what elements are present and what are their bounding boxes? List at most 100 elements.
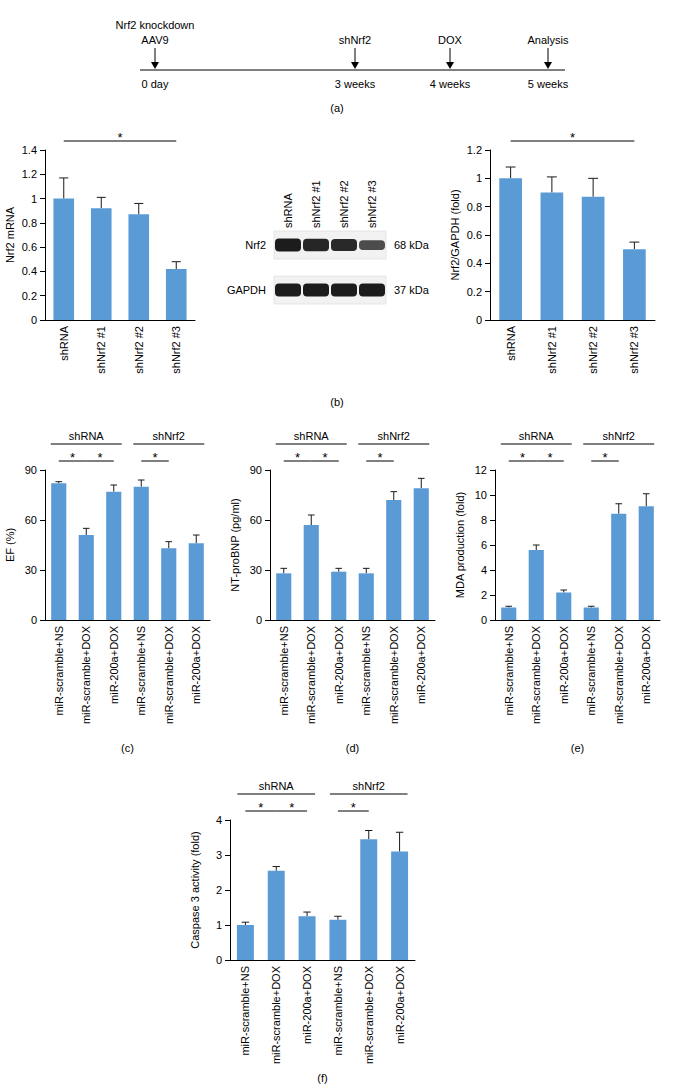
svg-text:(c): (c) bbox=[121, 742, 134, 754]
svg-text:0: 0 bbox=[256, 614, 262, 626]
svg-text:miR-scramble+NS: miR-scramble+NS bbox=[278, 626, 290, 716]
svg-text:*: * bbox=[520, 450, 525, 465]
svg-text:miR-200a+DOX: miR-200a+DOX bbox=[333, 625, 345, 704]
svg-text:1.2: 1.2 bbox=[22, 168, 37, 180]
svg-text:0: 0 bbox=[216, 954, 222, 966]
svg-text:miR-scramble+DOX: miR-scramble+DOX bbox=[80, 625, 92, 724]
svg-text:90: 90 bbox=[25, 464, 37, 476]
svg-text:0 day: 0 day bbox=[142, 78, 169, 90]
svg-text:miR-scramble+DOX: miR-scramble+DOX bbox=[363, 965, 375, 1064]
svg-text:68 kDa: 68 kDa bbox=[394, 239, 430, 251]
svg-text:0: 0 bbox=[476, 314, 482, 326]
svg-text:*: * bbox=[258, 800, 263, 815]
svg-text:(a): (a) bbox=[330, 102, 343, 114]
svg-text:shNrf2 #2: shNrf2 #2 bbox=[338, 180, 350, 228]
svg-text:3: 3 bbox=[216, 849, 222, 861]
svg-text:Nrf2 knockdown: Nrf2 knockdown bbox=[116, 19, 195, 31]
svg-text:*: * bbox=[295, 450, 300, 465]
svg-text:4: 4 bbox=[481, 564, 487, 576]
svg-text:12: 12 bbox=[475, 464, 487, 476]
svg-text:5 weeks: 5 weeks bbox=[528, 78, 569, 90]
svg-text:shRNA: shRNA bbox=[58, 325, 70, 361]
svg-text:*: * bbox=[547, 450, 552, 465]
svg-text:60: 60 bbox=[25, 514, 37, 526]
svg-text:DOX: DOX bbox=[438, 34, 463, 46]
svg-text:1: 1 bbox=[216, 919, 222, 931]
svg-text:shRNA: shRNA bbox=[505, 325, 517, 361]
svg-text:0.8: 0.8 bbox=[467, 201, 482, 213]
svg-text:miR-scramble+NS: miR-scramble+NS bbox=[135, 626, 147, 716]
svg-text:4 weeks: 4 weeks bbox=[430, 78, 471, 90]
svg-text:shNrf2: shNrf2 bbox=[603, 430, 635, 442]
svg-text:*: * bbox=[602, 450, 607, 465]
svg-text:miR-scramble+NS: miR-scramble+NS bbox=[360, 626, 372, 716]
svg-text:1: 1 bbox=[31, 193, 37, 205]
svg-text:shRNA: shRNA bbox=[519, 430, 555, 442]
svg-text:shRNA: shRNA bbox=[294, 430, 330, 442]
svg-text:shRNA: shRNA bbox=[259, 780, 295, 792]
svg-text:AAV9: AAV9 bbox=[141, 34, 168, 46]
svg-text:0.6: 0.6 bbox=[467, 229, 482, 241]
svg-text:shNrf2 #2: shNrf2 #2 bbox=[133, 326, 145, 374]
svg-text:shNrf2 #2: shNrf2 #2 bbox=[587, 326, 599, 374]
svg-text:*: * bbox=[377, 450, 382, 465]
svg-text:*: * bbox=[117, 130, 122, 145]
svg-text:0: 0 bbox=[31, 314, 37, 326]
svg-text:shNrf2: shNrf2 bbox=[353, 780, 385, 792]
svg-text:30: 30 bbox=[25, 564, 37, 576]
svg-text:miR-200a+DOX: miR-200a+DOX bbox=[301, 965, 313, 1044]
svg-text:miR-200a+DOX: miR-200a+DOX bbox=[415, 625, 427, 704]
svg-text:MDA production (fold): MDA production (fold) bbox=[454, 492, 466, 598]
svg-text:shNrf2 #3: shNrf2 #3 bbox=[628, 326, 640, 374]
svg-text:Nrf2/GAPDH (fold): Nrf2/GAPDH (fold) bbox=[449, 189, 461, 280]
svg-text:shNrf2 #1: shNrf2 #1 bbox=[546, 326, 558, 374]
svg-text:*: * bbox=[322, 450, 327, 465]
svg-text:*: * bbox=[152, 450, 157, 465]
svg-text:6: 6 bbox=[481, 539, 487, 551]
svg-text:*: * bbox=[70, 450, 75, 465]
svg-text:37 kDa: 37 kDa bbox=[394, 284, 430, 296]
svg-text:GAPDH: GAPDH bbox=[227, 284, 266, 296]
svg-text:1.2: 1.2 bbox=[467, 144, 482, 156]
svg-text:4: 4 bbox=[216, 814, 222, 826]
svg-text:shNrf2 #1: shNrf2 #1 bbox=[310, 180, 322, 228]
svg-text:miR-scramble+NS: miR-scramble+NS bbox=[239, 966, 251, 1056]
svg-text:shNrf2: shNrf2 bbox=[378, 430, 410, 442]
svg-text:miR-scramble+DOX: miR-scramble+DOX bbox=[613, 625, 625, 724]
svg-text:miR-200a+DOX: miR-200a+DOX bbox=[558, 625, 570, 704]
svg-text:miR-scramble+DOX: miR-scramble+DOX bbox=[530, 625, 542, 724]
svg-text:1: 1 bbox=[476, 172, 482, 184]
svg-text:miR-scramble+NS: miR-scramble+NS bbox=[332, 966, 344, 1056]
svg-text:miR-scramble+NS: miR-scramble+NS bbox=[53, 626, 65, 716]
svg-text:*: * bbox=[97, 450, 102, 465]
svg-text:shNrf2: shNrf2 bbox=[153, 430, 185, 442]
svg-text:miR-scramble+DOX: miR-scramble+DOX bbox=[163, 625, 175, 724]
svg-text:Nrf2 mRNA: Nrf2 mRNA bbox=[4, 206, 16, 263]
svg-text:EF (%): EF (%) bbox=[4, 528, 16, 562]
svg-text:miR-scramble+NS: miR-scramble+NS bbox=[585, 626, 597, 716]
svg-text:miR-scramble+NS: miR-scramble+NS bbox=[503, 626, 515, 716]
svg-text:shNrf2: shNrf2 bbox=[339, 34, 371, 46]
svg-text:shNrf2 #3: shNrf2 #3 bbox=[170, 326, 182, 374]
svg-text:*: * bbox=[570, 130, 575, 145]
svg-text:60: 60 bbox=[250, 514, 262, 526]
svg-text:shRNA: shRNA bbox=[69, 430, 105, 442]
svg-text:2: 2 bbox=[481, 589, 487, 601]
svg-text:0.4: 0.4 bbox=[22, 265, 37, 277]
svg-text:miR-scramble+DOX: miR-scramble+DOX bbox=[270, 965, 282, 1064]
svg-text:*: * bbox=[289, 800, 294, 815]
svg-text:0.6: 0.6 bbox=[22, 241, 37, 253]
svg-text:10: 10 bbox=[475, 489, 487, 501]
svg-text:(f): (f) bbox=[317, 1072, 327, 1084]
svg-text:miR-200a+DOX: miR-200a+DOX bbox=[108, 625, 120, 704]
svg-text:1.4: 1.4 bbox=[22, 144, 37, 156]
svg-text:shRNA: shRNA bbox=[282, 192, 294, 228]
svg-text:miR-scramble+DOX: miR-scramble+DOX bbox=[388, 625, 400, 724]
svg-text:(d): (d) bbox=[346, 742, 359, 754]
svg-text:30: 30 bbox=[250, 564, 262, 576]
svg-text:90: 90 bbox=[250, 464, 262, 476]
svg-text:miR-scramble+DOX: miR-scramble+DOX bbox=[305, 625, 317, 724]
svg-text:Nrf2: Nrf2 bbox=[245, 239, 266, 251]
svg-text:(b): (b) bbox=[330, 396, 343, 408]
svg-text:8: 8 bbox=[481, 514, 487, 526]
